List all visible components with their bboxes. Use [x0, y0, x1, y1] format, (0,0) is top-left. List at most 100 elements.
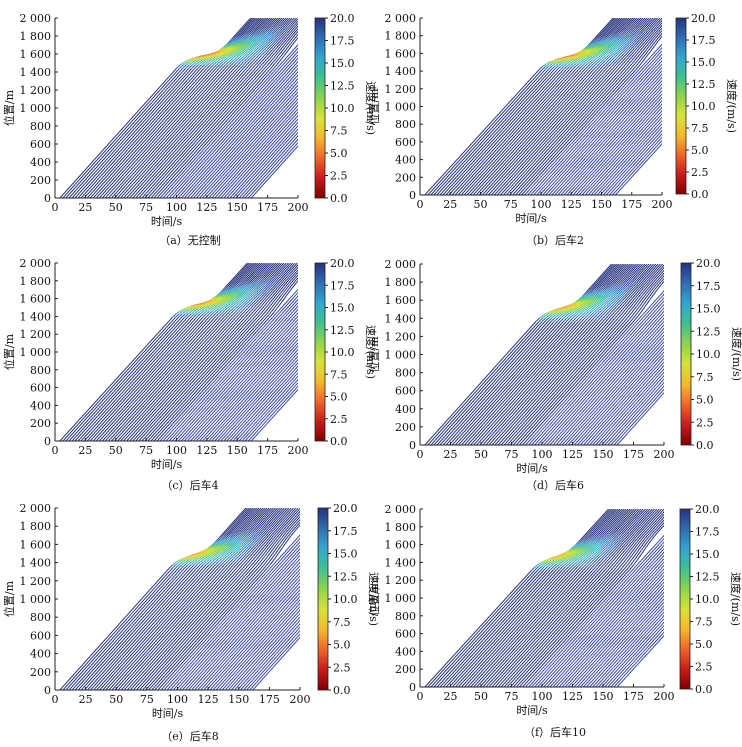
trajectory-segment: [640, 282, 644, 287]
trajectory-segment: [264, 301, 268, 306]
trajectory-segment: [613, 40, 618, 45]
trajectory-segment: [232, 544, 237, 548]
trajectory-segment: [623, 63, 627, 68]
trajectory-segment: [586, 53, 590, 57]
trajectory-segment: [653, 530, 657, 534]
trajectory-line: [583, 354, 664, 445]
y-tick-label: 800: [30, 120, 51, 133]
trajectory-segment: [236, 18, 255, 38]
trajectory-segment: [222, 544, 227, 548]
trajectory-segment: [261, 285, 266, 290]
trajectory-segment: [610, 301, 615, 305]
trajectory-segment: [303, 263, 314, 275]
trajectory-line: [212, 592, 300, 690]
trajectory-segment: [212, 552, 217, 556]
trajectory-segment: [633, 530, 638, 535]
trajectory-segment: [643, 509, 664, 532]
trajectory-segment: [593, 315, 597, 319]
trajectory-segment: [613, 54, 618, 59]
trajectory-segment: [254, 562, 258, 566]
trajectory-segment: [560, 554, 565, 558]
trajectory-segment: [584, 545, 589, 549]
trajectory-segment: [641, 535, 645, 539]
trajectory-segment: [604, 509, 629, 536]
trajectory-segment: [610, 41, 615, 45]
trajectory-segment: [236, 539, 240, 544]
trajectory-segment: [608, 294, 613, 298]
x-tick-label: 25: [444, 690, 458, 703]
trajectory-segment: [612, 286, 617, 291]
trajectory-segment: [184, 310, 190, 315]
trajectory-segment: [126, 316, 240, 441]
trajectory-segment: [249, 547, 253, 552]
trajectory-segment: [215, 53, 220, 56]
trajectory-segment: [215, 537, 220, 543]
trajectory-segment: [634, 555, 638, 560]
trajectory-segment: [605, 536, 610, 540]
trajectory-segment: [584, 63, 589, 67]
trajectory-segment: [586, 546, 591, 550]
trajectory-segment: [541, 65, 547, 71]
trajectory-segment: [201, 553, 205, 557]
trajectory-segment: [250, 310, 255, 315]
trajectory-segment: [250, 508, 272, 531]
trajectory-segment: [288, 526, 292, 530]
trajectory-segment: [602, 541, 607, 545]
trajectory-segment: [603, 40, 608, 45]
trajectory-segment: [611, 54, 615, 59]
trajectory-segment: [239, 34, 245, 40]
trajectory-segment: [622, 309, 626, 313]
trajectory-segment: [634, 541, 638, 545]
trajectory-segment: [589, 46, 595, 50]
trajectory-segment: [627, 546, 631, 551]
trajectory-segment: [285, 263, 298, 276]
trajectory-segment: [214, 564, 219, 569]
trajectory-segment: [248, 313, 252, 318]
trajectory-segment: [608, 63, 612, 67]
trajectory-segment: [571, 553, 576, 557]
trajectory-segment: [251, 313, 255, 318]
trajectory-segment: [584, 57, 589, 62]
trajectory-segment: [141, 316, 255, 441]
trajectory-segment: [247, 32, 252, 37]
trajectory-segment: [619, 306, 623, 310]
trajectory-segment: [648, 530, 652, 534]
trajectory-segment: [202, 559, 207, 563]
trajectory-segment: [613, 300, 617, 305]
trajectory-segment: [588, 303, 592, 307]
trajectory-segment: [272, 42, 277, 47]
trajectory-segment: [203, 554, 208, 558]
trajectory-segment: [263, 18, 275, 30]
trajectory-segment: [263, 550, 267, 554]
y-tick-label: 1 800: [20, 30, 52, 43]
trajectory-segment: [203, 305, 208, 310]
colorbar-tick-label: 5.0: [696, 394, 714, 407]
trajectory-segment: [549, 563, 554, 568]
trajectory-segment: [562, 66, 568, 71]
trajectory-segment: [282, 24, 287, 29]
trajectory-segment: [253, 307, 257, 312]
trajectory-segment: [565, 555, 570, 559]
trajectory-line: [221, 602, 300, 690]
trajectory-segment: [252, 534, 256, 539]
trajectory-segment: [579, 546, 583, 550]
trajectory-segment: [606, 48, 611, 52]
trajectory-segment: [281, 33, 285, 38]
trajectory-segment: [650, 538, 653, 542]
trajectory-segment: [213, 302, 218, 305]
trajectory-segment: [641, 18, 652, 29]
trajectory-segment: [262, 533, 267, 537]
trajectory-segment: [559, 557, 564, 561]
trajectory-segment: [247, 310, 252, 315]
trajectory-segment: [236, 49, 241, 53]
trajectory-segment: [205, 56, 210, 60]
trajectory-segment: [658, 272, 664, 280]
trajectory-segment: [105, 567, 216, 690]
trajectory-segment: [584, 317, 589, 322]
trajectory-segment: [218, 550, 223, 554]
trajectory-segment: [278, 532, 282, 536]
trajectory-segment: [232, 53, 237, 57]
trajectory-segment: [214, 313, 219, 318]
trajectory-line: [540, 551, 664, 687]
trajectory-segment: [182, 308, 187, 312]
